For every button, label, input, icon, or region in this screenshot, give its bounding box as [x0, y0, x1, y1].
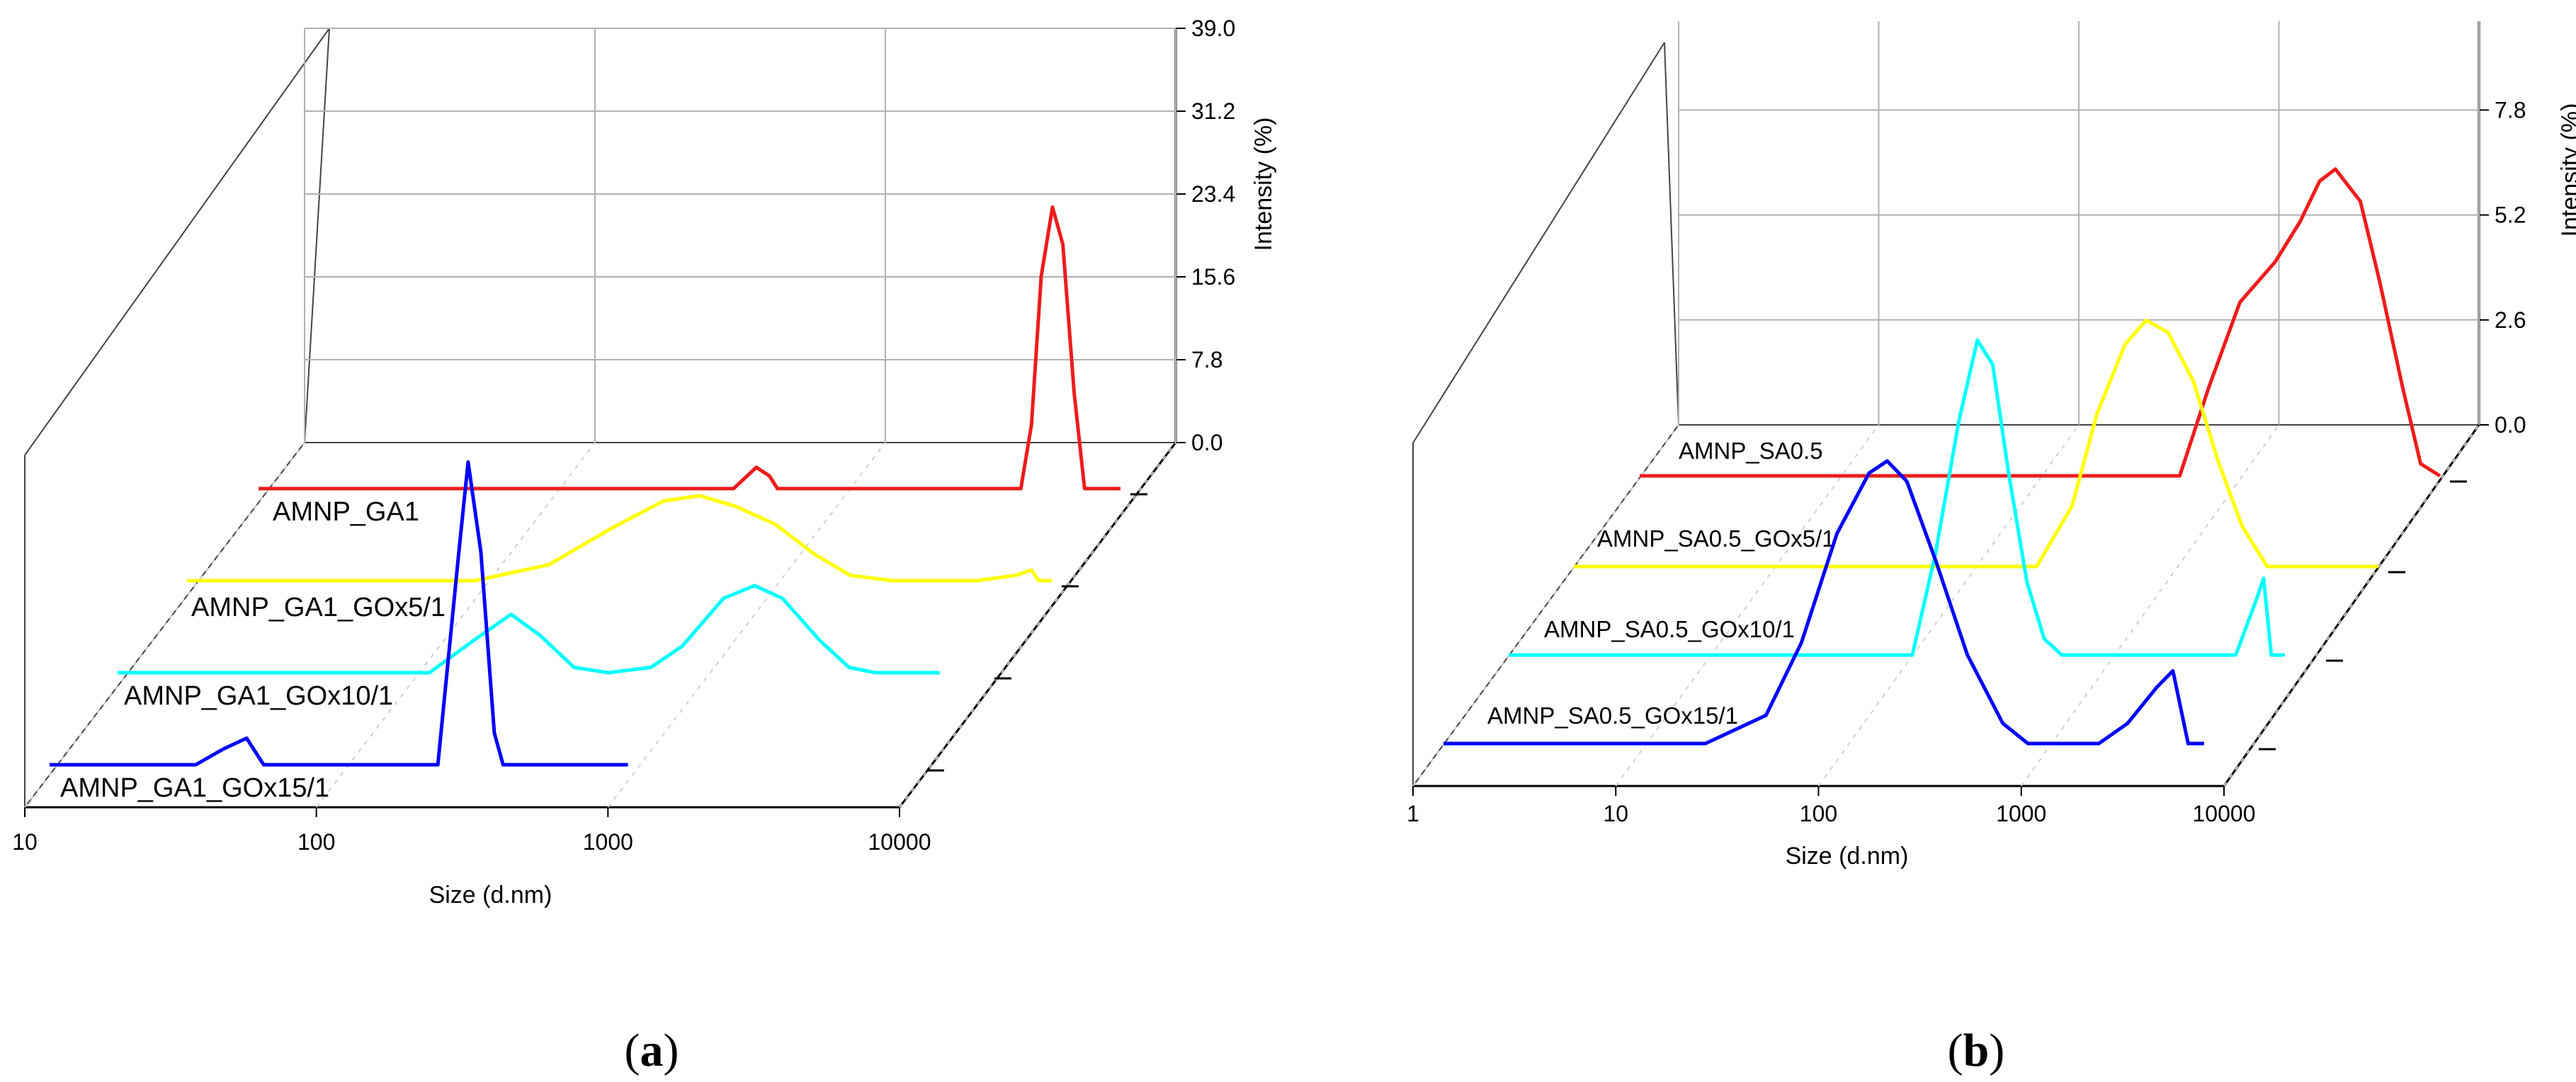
b-y-tick-label: 0.0 — [2495, 412, 2526, 438]
b-top-left-edge — [1412, 42, 1665, 444]
caption-b: (b) — [1948, 1025, 2005, 1076]
a-y-axis-label: Intensity (%) — [1250, 118, 1277, 251]
b-back-left-edge — [1664, 42, 1679, 426]
b-x-tick-label: 100 — [1800, 801, 1837, 826]
b-x-axis-label: Size (d.nm) — [1786, 843, 1909, 870]
a-floor-gridline — [24, 442, 305, 808]
b-left-floor-edge — [1412, 424, 1679, 787]
b-x-tick-label: 1000 — [1996, 801, 2046, 826]
b-x-tick-label: 10 — [1603, 801, 1628, 826]
b-x-tick-label: 10000 — [2193, 801, 2256, 826]
a-series-amnp-ga1-gox10-1 — [118, 583, 940, 675]
b-series-label-amnp-sa0-5-gox5-1: AMNP_SA0.5_GOx5/1 — [1597, 525, 1835, 552]
chart-panel-a: 0.0 7.8 15.6 23.4 31.2 39.0 10 100 1000 10000 Size… — [12, 16, 1277, 909]
a-floor-gridline — [899, 442, 1176, 808]
a-y-tick-label: 15.6 — [1191, 264, 1235, 290]
a-y-tick-label: 39.0 — [1191, 16, 1235, 41]
a-y-tick-label: 7.8 — [1191, 347, 1222, 372]
a-back-left-edge — [304, 28, 330, 443]
a-x-tick-label: 10000 — [868, 829, 931, 855]
b-series-amnp-sa0-5 — [1640, 167, 2441, 478]
a-x-tick-label: 10 — [12, 829, 38, 855]
b-floor-gridline — [1615, 424, 1880, 787]
a-top-left-edge — [24, 28, 330, 456]
b-floor-gridline — [2223, 424, 2480, 787]
a-series-label-amnp-ga1-gox5-1: AMNP_GA1_GOx5/1 — [191, 593, 446, 622]
a-series-label-amnp-ga1-gox10-1: AMNP_GA1_GOx10/1 — [124, 681, 393, 711]
a-y-tick-label: 23.4 — [1191, 181, 1235, 207]
b-y-tick-label: 7.8 — [2495, 97, 2526, 123]
chart-panel-b: 0.0 2.6 5.2 7.8 1 10 100 1000 10000 Size (d.nm) In… — [1407, 21, 2576, 870]
b-series-label-amnp-sa0-5-gox10-1: AMNP_SA0.5_GOx10/1 — [1544, 616, 1795, 642]
b-series-amnp-sa0-5-gox15-1 — [1443, 459, 2204, 746]
b-series-amnp-sa0-5-gox10-1 — [1509, 338, 2285, 657]
b-series-label-amnp-sa0-5: AMNP_SA0.5 — [1679, 438, 1823, 464]
a-series-label-amnp-ga1: AMNP_GA1 — [273, 497, 419, 527]
b-y-tick-label: 2.6 — [2495, 307, 2526, 333]
a-series-label-amnp-ga1-gox15-1: AMNP_GA1_GOx15/1 — [60, 773, 329, 803]
a-floor-gridline — [607, 442, 886, 808]
a-series-amnp-ga1 — [259, 205, 1120, 491]
b-x-tick-label: 1 — [1407, 801, 1419, 826]
b-y-tick-label: 5.2 — [2495, 203, 2526, 228]
b-series-label-amnp-sa0-5-gox15-1: AMNP_SA0.5_GOx15/1 — [1487, 702, 1738, 729]
a-x-axis-label: Size (d.nm) — [429, 882, 552, 909]
caption-a-letter: a — [640, 1025, 664, 1076]
b-floor-gridline — [1817, 424, 2079, 787]
b-series-amnp-sa0-5-gox5-1 — [1574, 318, 2378, 569]
caption-b-letter: b — [1963, 1025, 1990, 1076]
a-x-tick-label: 100 — [297, 829, 335, 855]
b-floor-gridline — [2020, 424, 2280, 787]
caption-a: (a) — [625, 1025, 679, 1076]
a-x-tick-label: 1000 — [583, 829, 633, 855]
a-series-amnp-ga1-gox15-1 — [50, 460, 628, 767]
a-series-amnp-ga1-gox5-1 — [187, 494, 1052, 583]
a-y-tick-label: 31.2 — [1191, 98, 1235, 124]
a-floor-gridline — [315, 442, 596, 808]
a-y-tick-label: 0.0 — [1191, 430, 1222, 455]
b-y-axis-label: Intensity (%) — [2557, 103, 2576, 237]
